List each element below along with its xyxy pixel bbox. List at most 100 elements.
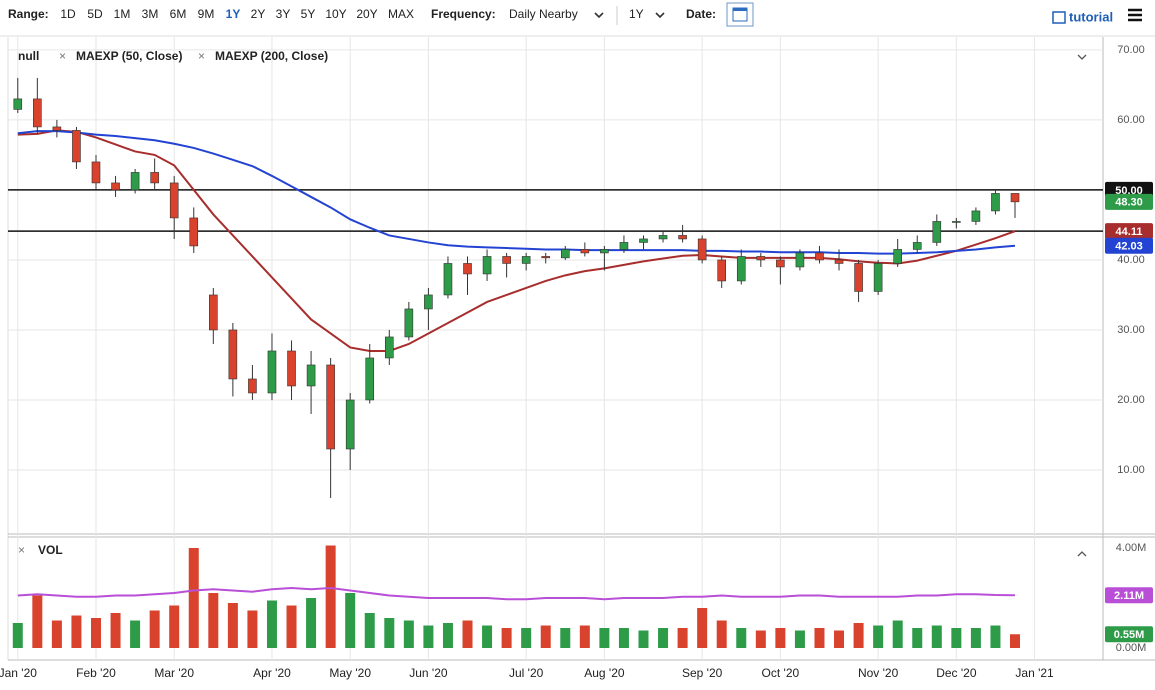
- range-button[interactable]: 20Y: [356, 7, 377, 21]
- legend-remove[interactable]: ×: [18, 543, 25, 557]
- candle-body: [658, 235, 668, 240]
- legend-remove[interactable]: ×: [59, 49, 66, 63]
- candle-body: [52, 126, 62, 131]
- volume-bar: [834, 630, 845, 648]
- tutorial-link[interactable]: tutorial: [1052, 9, 1113, 24]
- frequency-select[interactable]: Daily Nearby: [509, 7, 578, 21]
- period-select[interactable]: 1Y: [629, 7, 644, 21]
- marks: [8, 77, 1103, 648]
- value-tag: [1105, 193, 1153, 210]
- calendar-icon-top[interactable]: [733, 8, 747, 11]
- range-button[interactable]: 1M: [114, 7, 131, 21]
- range-button[interactable]: 3M: [142, 7, 159, 21]
- value-tag-label: 42.03: [1115, 241, 1143, 253]
- volume-bar: [90, 618, 101, 648]
- volume-bar: [873, 625, 884, 648]
- calendar-button[interactable]: [726, 2, 754, 27]
- x-tick-label: Aug '20: [584, 666, 625, 680]
- volume-bar: [638, 630, 649, 648]
- volume-bar: [794, 630, 805, 648]
- expand-chevron[interactable]: [1077, 551, 1087, 557]
- candle-body: [13, 98, 23, 110]
- volume-bar: [521, 628, 532, 648]
- candle-body: [912, 242, 922, 250]
- x-tick-label: Mar '20: [154, 666, 194, 680]
- legend-remove[interactable]: ×: [198, 49, 205, 63]
- volume-bar: [931, 625, 942, 648]
- candle-body: [678, 235, 687, 240]
- volume-bar: [208, 593, 219, 648]
- range-button[interactable]: 5Y: [301, 7, 316, 21]
- x-tick-label: Jan '20: [0, 666, 37, 680]
- candle-body: [541, 256, 551, 259]
- candle-body: [619, 242, 629, 250]
- candle-body: [873, 263, 883, 292]
- value-tag: [1105, 626, 1153, 643]
- volume-bar: [658, 628, 669, 648]
- candle-body: [267, 350, 277, 394]
- volume-bar: [149, 610, 160, 648]
- ma-line: [17, 130, 1016, 255]
- chevron[interactable]: [655, 12, 665, 19]
- volume-bar: [442, 623, 453, 648]
- candle-body: [72, 130, 81, 163]
- menu-button[interactable]: [1128, 8, 1142, 22]
- x-tick-label: Oct '20: [762, 666, 800, 680]
- legend-entry: MAEXP (50, Close): [76, 49, 182, 63]
- candle-body: [736, 256, 746, 282]
- candle-body: [209, 294, 218, 331]
- tutorial-icon[interactable]: [1052, 11, 1066, 24]
- x-tick-label: Apr '20: [253, 666, 291, 680]
- ma-line: [17, 586, 1016, 601]
- volume-bar: [169, 605, 180, 648]
- candle-body: [463, 263, 472, 275]
- volume-bar: [951, 628, 962, 648]
- y-tick-label: 20.00: [1117, 394, 1145, 406]
- volume-bar: [51, 620, 62, 648]
- volume-bar: [130, 620, 141, 648]
- volume-bar: [716, 620, 727, 648]
- range-button[interactable]: 5D: [87, 7, 103, 21]
- volume-bar: [540, 625, 551, 648]
- range-button[interactable]: MAX: [388, 7, 414, 21]
- volume-bar: [32, 595, 43, 648]
- candle-body: [365, 357, 375, 401]
- y-tick-label: 60.00: [1117, 114, 1145, 126]
- volume-bar: [482, 625, 493, 648]
- volume-bar: [364, 613, 375, 648]
- x-tick-label: Nov '20: [858, 666, 899, 680]
- range-button[interactable]: 1D: [60, 7, 76, 21]
- x-tick-label: Dec '20: [936, 666, 977, 680]
- volume-bar: [71, 615, 82, 648]
- candle-body: [560, 249, 570, 259]
- range-button[interactable]: 6M: [170, 7, 187, 21]
- tutorial-text[interactable]: tutorial: [1069, 9, 1113, 24]
- collapse-chevron[interactable]: [1077, 54, 1087, 60]
- candle-body: [326, 364, 335, 450]
- candle-body: [795, 252, 805, 268]
- labels: null × MAEXP (50, Close) × MAEXP (200, C…: [0, 44, 1153, 680]
- candle-body: [952, 221, 961, 223]
- range-label: Range:: [8, 7, 49, 21]
- range-button[interactable]: 9M: [198, 7, 215, 21]
- candle-body: [697, 238, 707, 261]
- volume-bar: [736, 628, 747, 648]
- range-button[interactable]: 2Y: [251, 7, 266, 21]
- grid: [8, 37, 1103, 660]
- range-button[interactable]: 10Y: [325, 7, 346, 21]
- candle-body: [502, 256, 511, 264]
- range-button[interactable]: 1Y: [226, 7, 241, 21]
- candle-body: [521, 256, 531, 264]
- range-button[interactable]: 3Y: [276, 7, 291, 21]
- candle-body: [228, 329, 238, 380]
- chevron[interactable]: [594, 12, 604, 19]
- volume-bar: [227, 603, 238, 648]
- candle-body: [971, 210, 981, 222]
- candle-body: [600, 249, 609, 254]
- candle-body: [345, 399, 355, 450]
- volume-bar: [755, 630, 766, 648]
- volume-bar: [990, 625, 1001, 648]
- candle-body: [991, 193, 1000, 212]
- x-tick-label: Jul '20: [509, 666, 544, 680]
